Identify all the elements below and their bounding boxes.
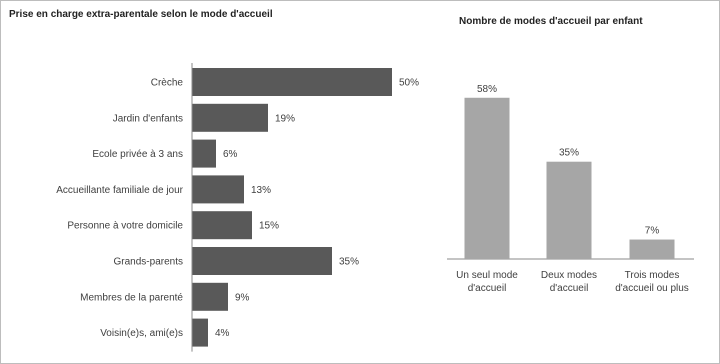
data-label: 13% <box>251 185 271 196</box>
bar <box>192 68 392 96</box>
category-label: Voisin(e)s, ami(e)s <box>100 328 183 339</box>
bar <box>546 161 592 259</box>
bar <box>192 175 244 204</box>
category-label: d'accueil <box>468 283 507 294</box>
chart-title-right: Nombre de modes d'accueil par enfant <box>459 16 643 27</box>
bar <box>192 318 208 347</box>
category-label: Accueillante familiale de jour <box>56 185 183 196</box>
data-label: 35% <box>559 148 579 159</box>
data-label: 50% <box>399 78 419 89</box>
chart-title-left: Prise en charge extra-parentale selon le… <box>9 9 273 20</box>
bar <box>192 247 332 275</box>
category-label: Jardin d'enfants <box>113 113 183 124</box>
category-label: Ecole privée à 3 ans <box>92 149 183 160</box>
category-label: d'accueil ou plus <box>615 283 689 294</box>
data-label: 9% <box>235 292 250 303</box>
data-label: 58% <box>477 84 497 95</box>
category-label: Grands-parents <box>114 257 183 268</box>
bar <box>629 239 675 259</box>
data-label: 15% <box>259 221 279 232</box>
bar <box>464 97 510 259</box>
category-label: Un seul mode <box>456 270 518 281</box>
category-label: Membres de la parenté <box>80 292 183 303</box>
category-label: Trois modes <box>625 270 680 281</box>
data-label: 19% <box>275 113 295 124</box>
bar <box>192 139 216 168</box>
category-label: Crèche <box>151 78 184 89</box>
bar <box>192 282 228 311</box>
bar <box>192 103 268 132</box>
category-label: Personne à votre domicile <box>67 221 183 232</box>
category-label: Deux modes <box>541 270 597 281</box>
bar <box>192 211 252 240</box>
category-label: d'accueil <box>550 283 589 294</box>
data-label: 4% <box>215 328 230 339</box>
data-label: 35% <box>339 257 359 268</box>
data-label: 7% <box>645 226 660 237</box>
data-label: 6% <box>223 149 238 160</box>
